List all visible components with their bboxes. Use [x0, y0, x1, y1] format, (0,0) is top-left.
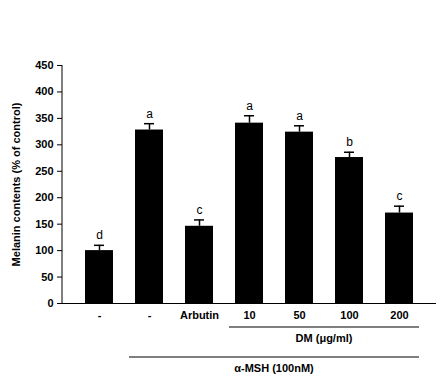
svg-text:Arbutin: Arbutin: [180, 309, 219, 321]
svg-text:Melanin contents (% of control: Melanin contents (% of control): [10, 102, 22, 266]
svg-text:a: a: [246, 99, 253, 113]
svg-text:200: 200: [35, 191, 53, 203]
svg-text:100: 100: [340, 309, 358, 321]
svg-text:10: 10: [243, 309, 255, 321]
svg-text:a: a: [146, 107, 153, 121]
svg-text:400: 400: [35, 85, 53, 97]
svg-text:a: a: [296, 109, 303, 123]
svg-text:50: 50: [293, 309, 305, 321]
svg-text:450: 450: [35, 59, 53, 71]
svg-text:350: 350: [35, 112, 53, 124]
svg-text:c: c: [397, 189, 403, 203]
svg-text:α-MSH (100nM): α-MSH (100nM): [234, 362, 314, 374]
svg-text:150: 150: [35, 218, 53, 230]
svg-text:200: 200: [390, 309, 408, 321]
svg-text:300: 300: [35, 138, 53, 150]
svg-text:-: -: [148, 309, 152, 321]
svg-text:0: 0: [47, 297, 53, 309]
svg-text:d: d: [96, 228, 103, 242]
svg-text:b: b: [346, 135, 353, 149]
svg-text:c: c: [197, 203, 203, 217]
svg-text:-: -: [98, 309, 102, 321]
svg-text:DM (μg/ml): DM (μg/ml): [296, 332, 353, 344]
svg-text:100: 100: [35, 244, 53, 256]
svg-text:250: 250: [35, 165, 53, 177]
svg-text:50: 50: [41, 271, 53, 283]
